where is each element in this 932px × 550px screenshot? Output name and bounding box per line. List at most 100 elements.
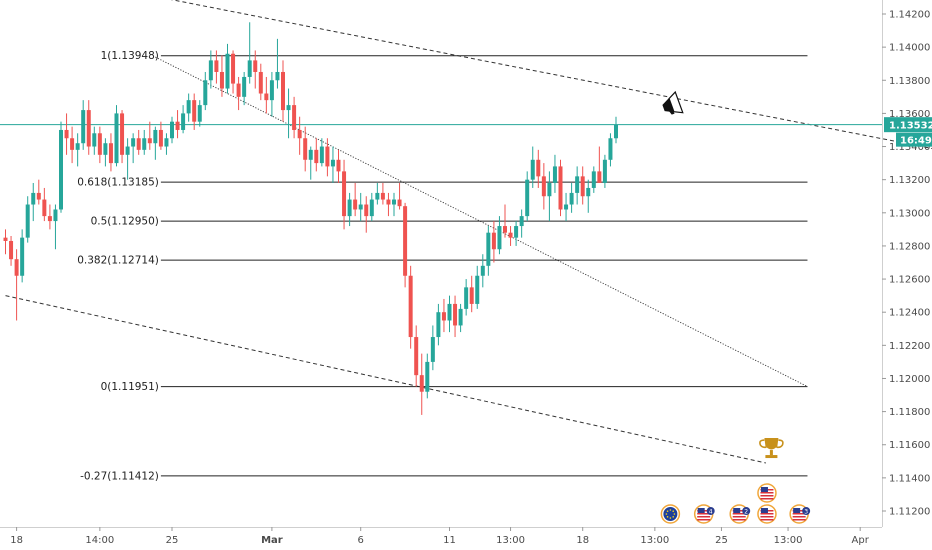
fib-level-label: 0.382(1.12714) <box>77 255 159 267</box>
price-tick-label: 1.12400 <box>889 308 930 319</box>
trophy-icon <box>759 438 784 459</box>
trophy-icon-cup <box>764 438 779 450</box>
candle-body <box>458 308 463 326</box>
trend-line-lower-channel <box>5 295 766 464</box>
candle-body <box>253 60 258 72</box>
candle-body <box>175 121 180 130</box>
countdown-tag <box>896 132 932 147</box>
candle-body <box>447 303 452 321</box>
candle-body <box>330 159 335 167</box>
event-badge <box>757 483 777 503</box>
candle-body <box>59 129 63 210</box>
candle-body <box>547 182 552 197</box>
candle-body <box>86 110 91 147</box>
us-flag-icon-stripe <box>760 495 774 497</box>
candles-layer <box>3 22 618 415</box>
candle-body <box>469 287 474 304</box>
megaphone-icon-handle <box>667 109 675 115</box>
candle-body <box>108 143 113 164</box>
candle-body <box>219 71 224 89</box>
candle-body <box>120 113 125 155</box>
candle-body <box>497 226 502 250</box>
time-tick-label: 13:00 <box>640 535 669 546</box>
time-tick-label: 18 <box>10 535 23 546</box>
candle-body <box>614 124 618 139</box>
event-badge <box>660 504 681 524</box>
candle-body <box>14 259 19 276</box>
time-tick-label: Apr <box>852 535 870 546</box>
price-tick-label: 1.12600 <box>889 275 930 286</box>
time-tick-label: 14:00 <box>85 535 114 546</box>
candle-body <box>197 105 202 122</box>
us-flag-icon-stripe <box>792 516 806 518</box>
candle-body <box>541 176 546 197</box>
candle-body <box>97 133 102 155</box>
us-flag-icon-canton <box>760 508 768 513</box>
eu-flag-icon-star <box>672 516 675 518</box>
us-flag-icon-stripe <box>732 513 746 515</box>
candle-body <box>275 71 280 81</box>
price-tick-label: 1.11400 <box>889 473 930 484</box>
price-tick-label: 1.11600 <box>889 440 930 451</box>
drawing-icons-layer <box>662 90 784 459</box>
event-badge-count-bg <box>802 507 811 515</box>
event-badge: 2 <box>729 504 751 524</box>
candle-body <box>380 192 385 200</box>
candle-body <box>286 105 291 111</box>
candle-body <box>519 216 524 227</box>
candle-body <box>375 192 380 200</box>
candle-body <box>369 199 374 217</box>
trophy-icon-handle-right <box>776 439 784 449</box>
candle-body <box>464 287 469 309</box>
candle-body <box>75 143 80 150</box>
fib-level-label: -0.27(1.11412) <box>80 470 159 482</box>
fib-level-label: 1(1.13948) <box>101 50 159 62</box>
event-badge-count-bg <box>706 507 715 515</box>
current-price-label: 1.13532 <box>889 121 932 132</box>
eu-flag-icon-star <box>666 516 669 518</box>
candle-body <box>480 265 485 276</box>
candle-body <box>158 129 163 147</box>
price-tick-label: 1.14200 <box>889 10 930 21</box>
candle-body <box>608 138 613 160</box>
event-badge: 3 <box>789 504 811 524</box>
candle-body <box>314 149 319 164</box>
price-tick-label: 1.11200 <box>889 507 930 518</box>
candle-body <box>81 110 86 144</box>
price-tick-label: 1.14000 <box>889 43 930 54</box>
candle-body <box>325 146 330 167</box>
trophy-icon-handle-left <box>759 439 767 449</box>
fib-level-label: 0.5(1.12950) <box>91 216 159 228</box>
candle-body <box>514 226 519 238</box>
candle-body <box>281 71 285 111</box>
candle-body <box>297 129 302 139</box>
time-tick-label: 25 <box>166 535 179 546</box>
candle-body <box>336 159 341 172</box>
us-flag-icon-canton <box>697 508 705 513</box>
candle-body <box>192 100 197 122</box>
candle-body <box>386 199 391 205</box>
candle-body <box>508 232 513 238</box>
us-flag-icon-stripe <box>697 519 711 521</box>
candle-body <box>536 159 541 177</box>
price-tick-label: 1.13400 <box>889 142 930 153</box>
time-tick-label: 13:00 <box>496 535 525 546</box>
us-flag-icon-canton <box>733 508 741 513</box>
candle-body <box>25 204 30 238</box>
candle-body <box>264 93 269 101</box>
time-tick-label: 25 <box>715 535 728 546</box>
candle-body <box>364 204 369 217</box>
eu-flag-icon-star <box>669 509 672 511</box>
us-flag-icon-stripe <box>760 516 774 518</box>
time-axis: 18 14:00 25 Mar 6 11 13:00 18 13:00 25 13:00 Apr <box>0 527 882 546</box>
candle-body <box>530 159 535 180</box>
candle-body <box>558 166 563 210</box>
candle-body <box>358 204 363 210</box>
price-tick-label: 1.12000 <box>889 374 930 385</box>
time-tick-label: 13:00 <box>774 535 803 546</box>
countdown-label: 16:49 <box>900 136 932 147</box>
eu-flag-icon-star <box>673 513 676 515</box>
candle-body <box>170 121 174 139</box>
price-tick-label: 1.13000 <box>889 208 930 219</box>
